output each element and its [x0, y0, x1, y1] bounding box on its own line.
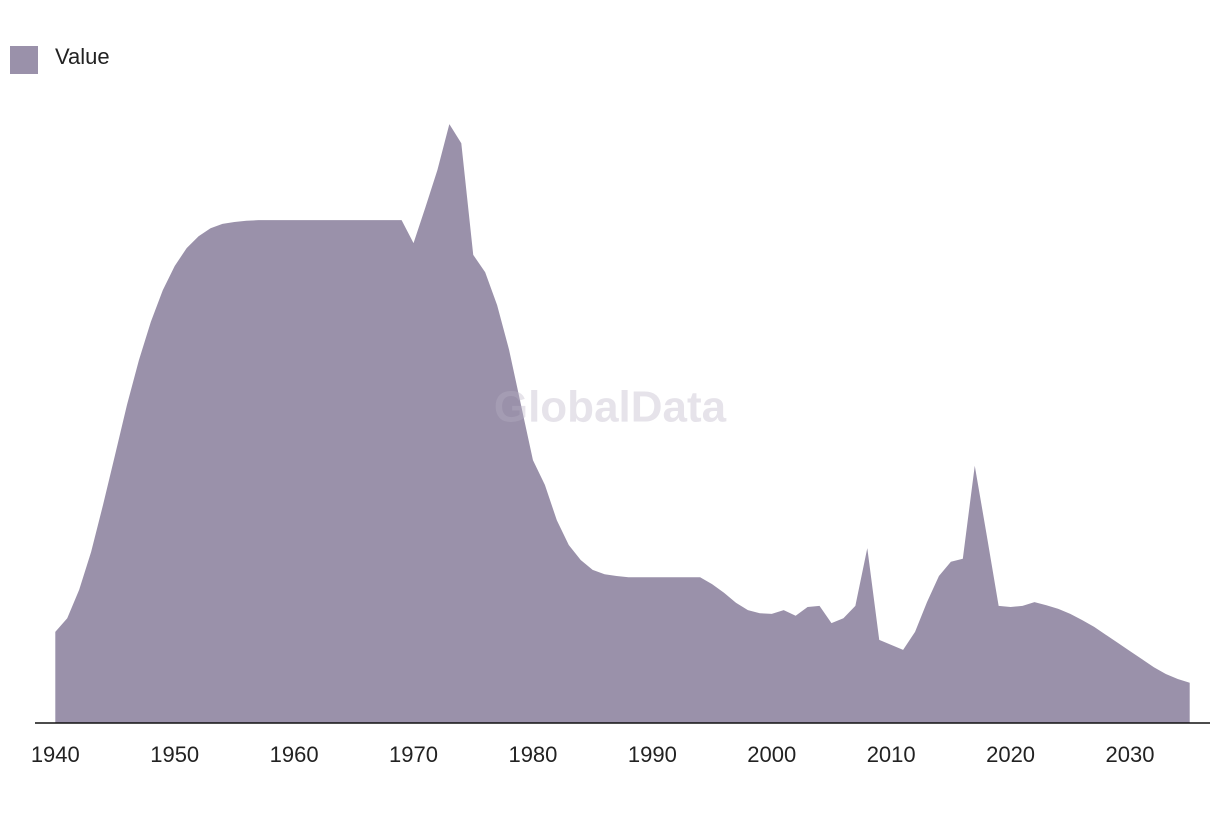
legend-swatch [10, 46, 38, 74]
x-tick-label: 1990 [628, 742, 677, 767]
x-tick-label: 2020 [986, 742, 1035, 767]
area [55, 124, 1190, 723]
x-tick-label: 2030 [1106, 742, 1155, 767]
x-tick-label: 2000 [747, 742, 796, 767]
x-tick-label: 2010 [867, 742, 916, 767]
x-tick-label: 1970 [389, 742, 438, 767]
watermark: GlobalData [494, 383, 727, 432]
x-tick-label: 1960 [270, 742, 319, 767]
x-tick-label: 1980 [508, 742, 557, 767]
x-tick-label: 1950 [150, 742, 199, 767]
x-tick-label: 1940 [31, 742, 80, 767]
legend-label: Value [55, 44, 110, 69]
